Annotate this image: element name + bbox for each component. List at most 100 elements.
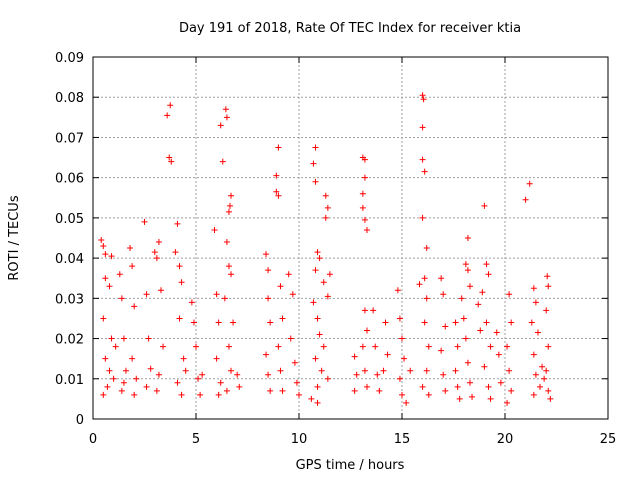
- data-point: [477, 327, 484, 334]
- data-point: [195, 375, 202, 382]
- data-point: [277, 367, 284, 374]
- data-point: [416, 281, 423, 288]
- data-point: [438, 347, 445, 354]
- data-point: [221, 295, 228, 302]
- data-point: [225, 343, 232, 350]
- data-point: [129, 263, 136, 270]
- data-point: [273, 172, 280, 179]
- data-point: [265, 371, 272, 378]
- data-point: [361, 156, 368, 163]
- data-point: [320, 343, 327, 350]
- data-point: [155, 371, 162, 378]
- data-point: [454, 383, 461, 390]
- data-point: [481, 363, 488, 370]
- x-tick-labels: 0 5 10 15 20 25: [89, 432, 616, 447]
- data-point: [178, 391, 185, 398]
- data-point: [131, 391, 138, 398]
- data-point: [141, 218, 148, 225]
- data-point: [421, 319, 428, 326]
- data-point: [168, 158, 175, 165]
- data-point: [469, 393, 476, 400]
- data-point: [316, 255, 323, 262]
- data-point: [534, 329, 541, 336]
- data-point: [539, 363, 546, 370]
- data-point: [421, 168, 428, 175]
- data-point: [174, 379, 181, 386]
- data-point: [310, 299, 317, 306]
- data-point: [359, 343, 366, 350]
- data-point: [102, 275, 109, 282]
- data-point: [543, 307, 550, 314]
- plot-frame: [92, 56, 609, 420]
- data-point: [312, 178, 319, 185]
- data-point: [425, 391, 432, 398]
- data-point: [526, 180, 533, 187]
- data-point: [464, 235, 471, 241]
- data-point: [178, 279, 185, 286]
- data-point: [370, 307, 377, 314]
- data-point: [508, 387, 515, 394]
- data-point: [508, 319, 515, 326]
- data-point: [351, 353, 358, 360]
- y-tick-label: 0.02: [55, 333, 84, 348]
- data-point: [293, 379, 300, 386]
- data-point: [127, 245, 134, 252]
- data-point: [353, 371, 360, 378]
- data-point: [100, 315, 107, 322]
- data-point: [324, 293, 331, 300]
- data-point: [131, 303, 138, 310]
- data-point: [182, 367, 189, 374]
- data-point: [310, 160, 317, 167]
- data-point: [506, 291, 513, 298]
- data-point: [122, 367, 129, 374]
- x-tick-label: 15: [394, 432, 411, 447]
- data-point: [225, 208, 232, 215]
- data-point: [143, 383, 150, 390]
- data-point: [399, 391, 405, 398]
- data-point: [199, 371, 206, 378]
- data-point: [419, 92, 426, 99]
- data-point: [419, 124, 426, 131]
- data-point: [279, 387, 286, 394]
- data-point: [506, 367, 513, 374]
- data-point: [263, 351, 270, 358]
- y-tick-label: 0.04: [55, 252, 84, 267]
- data-point: [361, 367, 368, 374]
- data-point: [314, 249, 321, 256]
- data-point: [396, 375, 403, 382]
- data-point: [215, 319, 222, 326]
- data-point: [532, 299, 539, 306]
- data-point: [462, 261, 469, 268]
- data-point: [361, 216, 368, 223]
- data-point: [423, 295, 430, 302]
- data-point: [483, 261, 490, 268]
- data-point: [545, 283, 552, 290]
- data-point: [228, 367, 235, 374]
- x-axis-label: GPS time / hours: [296, 458, 405, 473]
- data-point: [277, 283, 284, 290]
- data-point: [230, 319, 237, 326]
- data-point: [497, 379, 504, 386]
- y-tick-label: 0.06: [55, 172, 84, 187]
- data-point: [217, 122, 224, 129]
- data-point: [454, 343, 461, 350]
- data-point: [359, 190, 366, 197]
- data-point: [118, 387, 125, 394]
- y-tick-labels: 0 0.01 0.02 0.03 0.04 0.05 0.06 0.07 0.08 0.09: [55, 51, 84, 428]
- data-point: [223, 239, 230, 246]
- data-point: [287, 335, 294, 342]
- data-point: [363, 327, 370, 334]
- data-point: [545, 343, 552, 350]
- data-point: [440, 371, 447, 378]
- data-point: [143, 291, 150, 298]
- data-point: [384, 351, 391, 358]
- data-point: [464, 267, 471, 274]
- y-tick-label: 0.03: [55, 292, 84, 307]
- data-point: [380, 367, 387, 374]
- data-point: [296, 391, 302, 398]
- data-point: [442, 323, 449, 330]
- x-tick-label: 10: [291, 432, 308, 447]
- data-point: [547, 395, 554, 402]
- data-point: [120, 335, 127, 342]
- data-point: [104, 383, 111, 390]
